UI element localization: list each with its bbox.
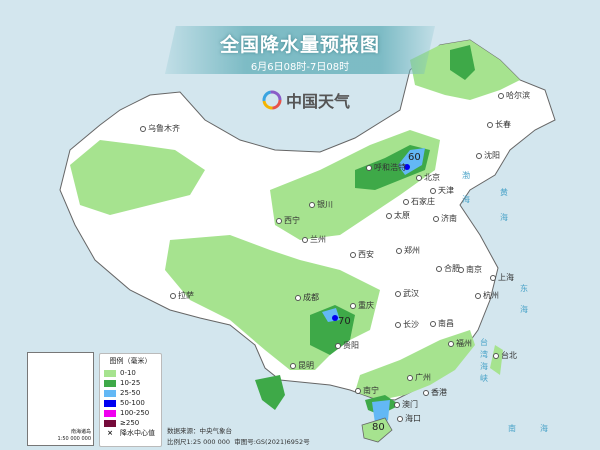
- city-label: 北京: [416, 173, 440, 183]
- sea-label: 海: [480, 362, 488, 371]
- logo-text: 中国天气: [286, 92, 351, 111]
- city-label: 银川: [309, 200, 333, 210]
- south-china-sea-inset: 南海诸岛 1:50 000 000: [27, 352, 94, 446]
- inset-title: 南海诸岛: [70, 429, 91, 435]
- city-label: 上海: [490, 273, 514, 283]
- legend-label: 0-10: [120, 369, 136, 377]
- weather-china-logo: 中国天气: [262, 88, 350, 112]
- city-label: 南京: [458, 265, 482, 275]
- legend-swatch: [104, 389, 116, 397]
- city-label: 南昌: [430, 319, 454, 329]
- legend-swatch: [104, 409, 116, 417]
- legend-label: 100-250: [120, 409, 150, 417]
- sea-label: 湾: [480, 350, 488, 359]
- city-label: 澳门: [394, 400, 418, 410]
- hainan-island: [361, 417, 393, 443]
- city-label: 台北: [493, 351, 517, 361]
- city-label: 兰州: [302, 235, 326, 245]
- city-label: 呼和浩特: [366, 163, 406, 173]
- city-label: 天津: [430, 186, 454, 196]
- sea-label: 海: [500, 213, 508, 222]
- legend-label: 10-25: [120, 379, 141, 387]
- city-label: 杭州: [475, 291, 499, 301]
- city-label: 合肥: [436, 264, 460, 274]
- city-label: 贵阳: [335, 341, 359, 351]
- rain-center-value: 60: [408, 152, 421, 163]
- data-source: 数据来源：中央气象台: [167, 427, 232, 435]
- city-label: 哈尔滨: [498, 91, 530, 101]
- legend-title: 图例（毫米）: [109, 357, 152, 365]
- city-label: 重庆: [350, 301, 374, 311]
- legend-item: 100-250: [104, 408, 157, 418]
- scale-text: 比例尺1:25 000 000 审图号:GS(2021)6952号: [167, 438, 310, 446]
- legend: 图例（毫米） 0-10 10-25 25-50 50-100 100-250 ≥250 ×…: [99, 353, 162, 447]
- city-label: 乌鲁木齐: [140, 124, 180, 134]
- sea-label: 海: [520, 305, 528, 314]
- city-label: 沈阳: [476, 151, 500, 161]
- legend-item: 50-100: [104, 398, 157, 408]
- cross-icon: ×: [107, 429, 113, 437]
- legend-label: 50-100: [120, 399, 145, 407]
- sea-label: 海: [540, 424, 548, 433]
- city-label: 海口: [397, 414, 421, 424]
- legend-swatch: [104, 379, 116, 387]
- city-label: 西宁: [276, 216, 300, 226]
- legend-item-center: × 降水中心值: [104, 428, 157, 438]
- rain-50-100-sichuan: [332, 315, 338, 321]
- city-label: 西安: [350, 250, 374, 260]
- city-label: 拉萨: [170, 291, 194, 301]
- sea-label: 峡: [480, 374, 488, 383]
- legend-item: 0-10: [104, 368, 157, 378]
- city-label: 香港: [423, 388, 447, 398]
- city-label: 长春: [487, 120, 511, 130]
- city-label: 郑州: [396, 246, 420, 256]
- logo-swirl-icon: [262, 90, 282, 110]
- rain-center-value: 70: [338, 316, 351, 327]
- city-label: 南宁: [355, 386, 379, 396]
- city-label: 济南: [433, 214, 457, 224]
- rain-0-10-west: [70, 140, 205, 215]
- legend-swatch: [104, 399, 116, 407]
- map-subtitle: 6月6日08时-7日08时: [250, 62, 350, 73]
- city-label: 昆明: [290, 361, 314, 371]
- legend-swatch: [104, 419, 116, 427]
- map-title: 全国降水量预报图: [219, 34, 380, 56]
- sea-label: 台: [480, 338, 488, 347]
- sea-label: 渤: [462, 171, 470, 180]
- inset-scale: 1:50 000 000: [57, 436, 92, 442]
- city-label: 石家庄: [403, 197, 435, 207]
- rain-center-value: 80: [372, 422, 385, 433]
- legend-label: 25-50: [120, 389, 141, 397]
- city-label: 福州: [448, 339, 472, 349]
- legend-label: ≥250: [120, 419, 140, 427]
- title-banner: [165, 26, 435, 74]
- city-label: 武汉: [395, 289, 419, 299]
- rain-10-25-northeast: [450, 45, 475, 80]
- city-label: 长沙: [395, 320, 419, 330]
- sea-label: 东: [520, 284, 528, 293]
- sea-label: 黄: [500, 188, 508, 197]
- legend-item: 10-25: [104, 378, 157, 388]
- city-label: 成都: [295, 293, 319, 303]
- legend-item: ≥250: [104, 418, 157, 428]
- rain-10-25-yunnan: [255, 375, 285, 410]
- rain-0-10-south: [355, 330, 475, 400]
- sea-label: 南: [508, 424, 516, 433]
- legend-label: 降水中心值: [120, 429, 155, 437]
- city-label: 太原: [386, 211, 410, 221]
- city-label: 广州: [407, 373, 431, 383]
- legend-item: 25-50: [104, 388, 157, 398]
- legend-swatch: [104, 369, 116, 377]
- sea-label: 海: [462, 195, 470, 204]
